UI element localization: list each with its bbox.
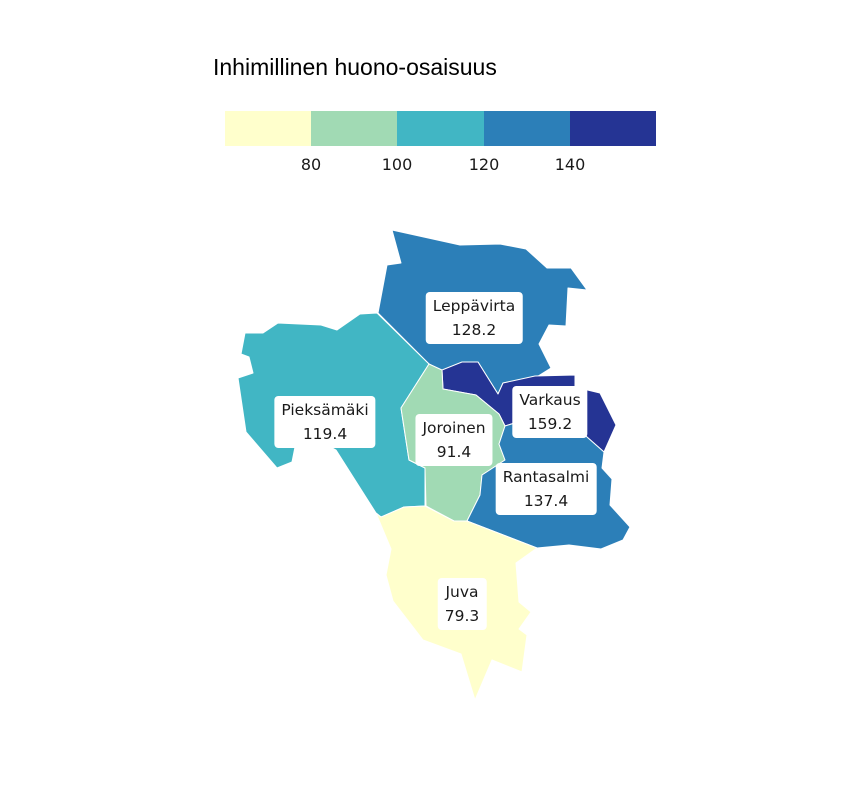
region-name: Pieksämäki <box>281 401 369 419</box>
region-name: Rantasalmi <box>502 468 590 486</box>
region-value: 159.2 <box>527 415 573 433</box>
region-name: Joroinen <box>422 419 486 437</box>
region-name: Juva <box>445 583 479 601</box>
legend-swatch <box>569 111 657 146</box>
region-value: 79.3 <box>444 607 480 625</box>
region-label-juva: Juva 79.3 <box>437 578 487 630</box>
region-name: Varkaus <box>519 391 581 409</box>
region-value: 128.2 <box>451 321 497 339</box>
region-name: Leppävirta <box>432 297 516 315</box>
legend-tick-label: 120 <box>468 155 500 174</box>
region-label-varkaus: Varkaus 159.2 <box>512 386 588 438</box>
region-label-leppavirta: Leppävirta 128.2 <box>425 292 523 344</box>
region-label-joroinen: Joroinen 91.4 <box>415 414 493 466</box>
legend-swatch <box>311 111 398 146</box>
legend-tick-label: 100 <box>381 155 413 174</box>
region-value: 91.4 <box>436 443 472 461</box>
region-label-pieksamaki: Pieksämäki 119.4 <box>274 396 376 448</box>
legend-swatch <box>483 111 570 146</box>
legend-swatch <box>225 111 312 146</box>
legend-tick-label: 140 <box>554 155 586 174</box>
legend-color-bar <box>225 111 657 146</box>
region-value: 137.4 <box>523 492 569 510</box>
legend-tick-label: 80 <box>300 155 322 174</box>
legend-title: Inhimillinen huono-osaisuus <box>213 54 497 80</box>
region-value: 119.4 <box>302 425 348 443</box>
legend-swatch <box>397 111 484 146</box>
region-label-rantasalmi: Rantasalmi 137.4 <box>495 463 597 515</box>
